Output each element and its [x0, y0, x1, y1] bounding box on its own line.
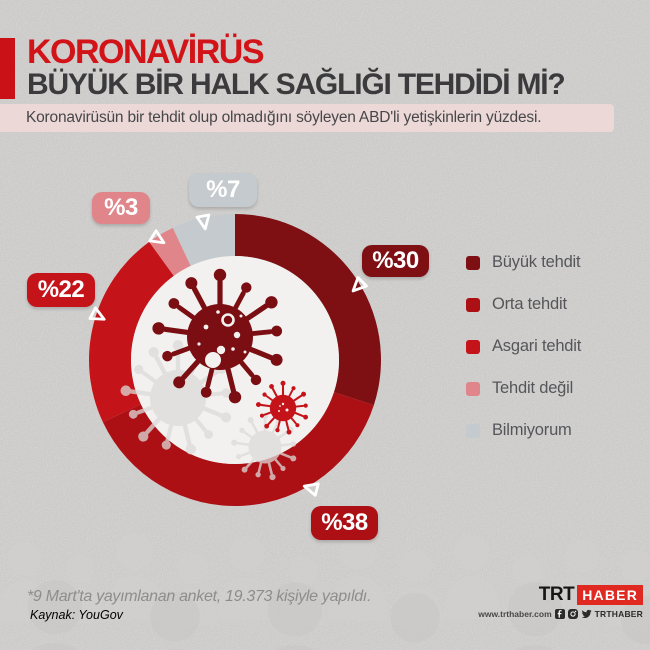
pointer-arrow-icon	[351, 276, 368, 293]
legend-item-asgari-tehdit: Asgari tehdit	[466, 334, 581, 359]
slice-label-text: %30	[372, 247, 419, 274]
twitter-icon	[581, 609, 592, 618]
subtitle-text: Koronavirüsün bir tehdit olup olmadığını…	[26, 109, 542, 126]
slice-label-text: %3	[104, 194, 138, 221]
slice-label-tehdit-degil: %3	[92, 192, 150, 224]
pointer-arrow-icon	[302, 482, 320, 497]
facebook-icon	[554, 609, 565, 619]
instagram-icon	[567, 609, 578, 619]
page-title: BÜYÜK BİR HALK SAĞLIĞI TEHDİDİ Mİ?	[27, 68, 566, 101]
legend-item-tehdit-degil: Tehdit değil	[466, 376, 581, 401]
donut-slices	[89, 214, 381, 506]
pointer-arrow-icon	[195, 213, 211, 231]
trt-haber-logo: TRT HABER	[539, 584, 643, 606]
donut-slice	[172, 214, 235, 266]
legend-swatch	[466, 297, 480, 312]
legend-item-orta-tehdit: Orta tehdit	[466, 292, 581, 317]
source-credit: Kaynak: YouGov	[30, 608, 123, 622]
subtitle-band: Koronavirüsün bir tehdit olup olmadığını…	[0, 104, 614, 132]
legend-swatch	[466, 381, 480, 396]
pointer-arrow-icon	[148, 229, 166, 245]
virus-small-spots	[278, 402, 289, 412]
legend-swatch	[466, 339, 480, 354]
donut-slice	[89, 241, 174, 423]
donut-slice	[235, 214, 381, 406]
legend-label: Asgari tehdit	[492, 337, 582, 355]
slice-label-orta-tehdit: %38	[311, 506, 378, 540]
slice-label-text: %22	[37, 276, 85, 303]
donut-slice	[102, 392, 374, 506]
legend-item-buyuk-tehdit: Büyük tehdit	[466, 250, 581, 275]
slice-label-asgari-tehdit: %22	[27, 273, 95, 307]
kicker-title: KORONAVİRÜS	[27, 33, 265, 71]
slice-label-text: %38	[321, 509, 368, 536]
legend-swatch	[466, 255, 480, 270]
legend-label: Orta tehdit	[492, 295, 567, 313]
slice-label-buyuk-tehdit: %30	[362, 245, 429, 277]
slice-label-text: %7	[206, 176, 240, 203]
logo-trt-text: TRT	[538, 584, 575, 605]
chart-legend: Büyük tehdit Orta tehdit Asgari tehdit T…	[466, 250, 581, 443]
social-handle: TRTHABER	[594, 609, 643, 619]
donut-slice	[149, 227, 191, 276]
slice-label-bilmiyorum: %7	[189, 173, 257, 207]
legend-label: Büyük tehdit	[492, 253, 581, 271]
social-row: www.trthaber.com TRTHABER	[478, 609, 643, 619]
virus-large-spots	[197, 310, 247, 368]
brand-block: TRT HABER www.trthaber.com TRTHABER	[478, 584, 643, 619]
legend-swatch	[466, 423, 480, 438]
survey-note: *9 Mart'ta yayımlanan anket, 19.373 kişi…	[27, 588, 372, 605]
pointer-arrow-icon	[88, 306, 106, 321]
header-accent-bar	[0, 38, 15, 99]
logo-haber-text: HABER	[577, 585, 643, 605]
legend-label: Bilmiyorum	[492, 421, 572, 439]
legend-item-bilmiyorum: Bilmiyorum	[466, 418, 581, 443]
legend-label: Tehdit değil	[492, 379, 574, 397]
website-url: www.trthaber.com	[478, 609, 552, 619]
